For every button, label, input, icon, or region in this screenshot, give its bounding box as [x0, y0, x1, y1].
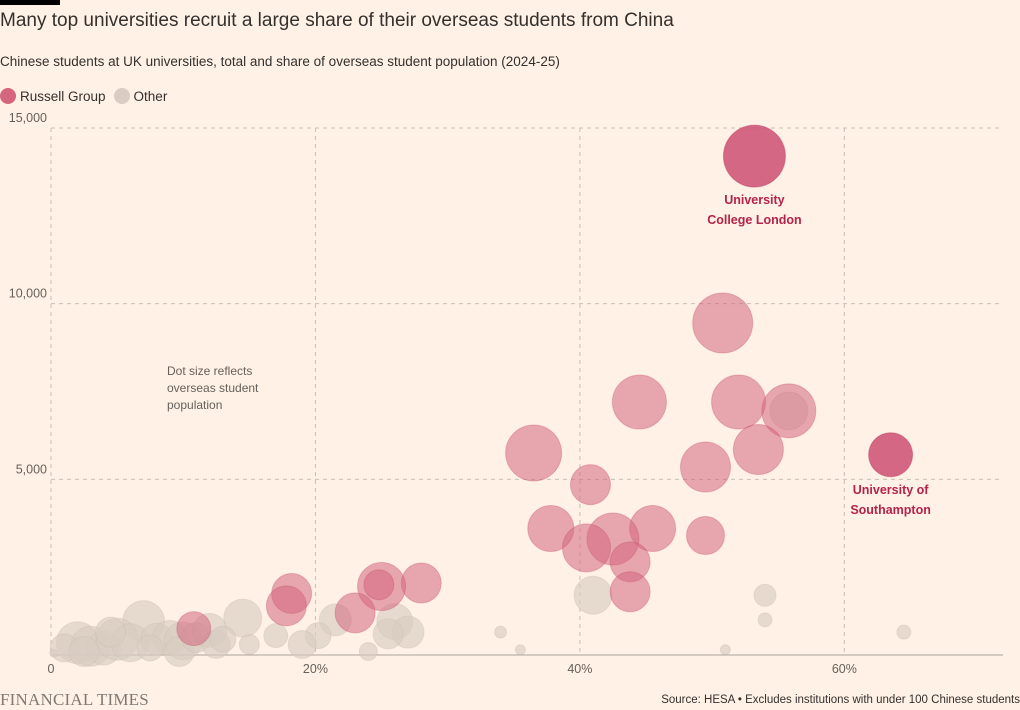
annotation-ucl-line-1: University — [724, 193, 785, 208]
other-point — [573, 575, 613, 615]
legend-item-other: Other — [113, 88, 168, 104]
other-point — [372, 618, 404, 650]
russell-group-point — [761, 383, 817, 439]
other-point — [896, 624, 912, 640]
legend-label-russell-group: Russell Group — [20, 88, 106, 104]
annotation-southampton: University of Southampton — [821, 480, 961, 520]
dot-size-note: Dot size reflects overseas student popul… — [167, 364, 259, 412]
other-point — [263, 623, 289, 649]
legend-item-russell-group: Russell Group — [0, 88, 106, 104]
other-point — [68, 635, 100, 667]
russell-group-point — [569, 464, 611, 506]
russell-group-point — [400, 562, 442, 604]
other-point — [494, 625, 508, 639]
other-point — [209, 625, 237, 653]
source-note: Source: HESA • Excludes institutions wit… — [661, 694, 1020, 706]
x-tick-label: 40% — [567, 662, 592, 676]
russell-group-point — [722, 124, 786, 188]
legend-swatch-other — [113, 88, 130, 104]
ft-top-bar — [0, 0, 60, 5]
russell-group-point — [176, 611, 212, 647]
other-point — [757, 612, 773, 628]
russell-group-point — [609, 571, 651, 613]
annotation-southampton-line-1: University of — [852, 482, 929, 497]
russell-group-point — [562, 523, 611, 573]
y-tick-label: 15,000 — [9, 111, 47, 125]
x-tick-label: 60% — [832, 662, 857, 676]
other-point — [95, 616, 126, 648]
other-point — [287, 629, 317, 659]
x-tick-label: 0 — [48, 662, 55, 676]
x-tick-label: 20% — [303, 662, 328, 676]
russell-group-point — [611, 374, 667, 430]
annotation-southampton-line-2: Southampton — [850, 502, 931, 517]
other-point — [753, 583, 777, 607]
russell-group-point — [334, 592, 376, 634]
y-tick-label: 5,000 — [16, 462, 47, 476]
russell-group-point — [711, 374, 767, 430]
other-point — [238, 633, 260, 655]
russell-group-point — [265, 585, 307, 627]
ft-logo: FINANCIAL TIMES — [0, 690, 149, 709]
russell-group-point — [692, 292, 754, 354]
legend-swatch-russell-group — [0, 88, 16, 104]
russell-group-point — [732, 423, 784, 475]
russell-group-point — [686, 516, 725, 556]
russell-group-point — [505, 424, 563, 482]
russell-group-point — [680, 441, 731, 493]
chart-subtitle: Chinese students at UK universities, tot… — [0, 54, 560, 69]
y-tick-label: 10,000 — [9, 287, 47, 301]
other-point — [719, 644, 731, 656]
russell-group-point — [363, 569, 395, 601]
russell-group-point — [868, 432, 914, 478]
other-point — [358, 641, 378, 661]
other-point — [49, 648, 59, 658]
chart-legend: Russell Group Other — [0, 88, 175, 104]
other-point — [136, 634, 164, 662]
annotation-ucl-line-2: College London — [707, 213, 802, 228]
legend-label-other: Other — [133, 88, 168, 104]
other-point — [514, 644, 526, 656]
chart-title: Many top universities recruit a large sh… — [0, 10, 674, 31]
annotation-ucl: University College London — [684, 190, 824, 230]
